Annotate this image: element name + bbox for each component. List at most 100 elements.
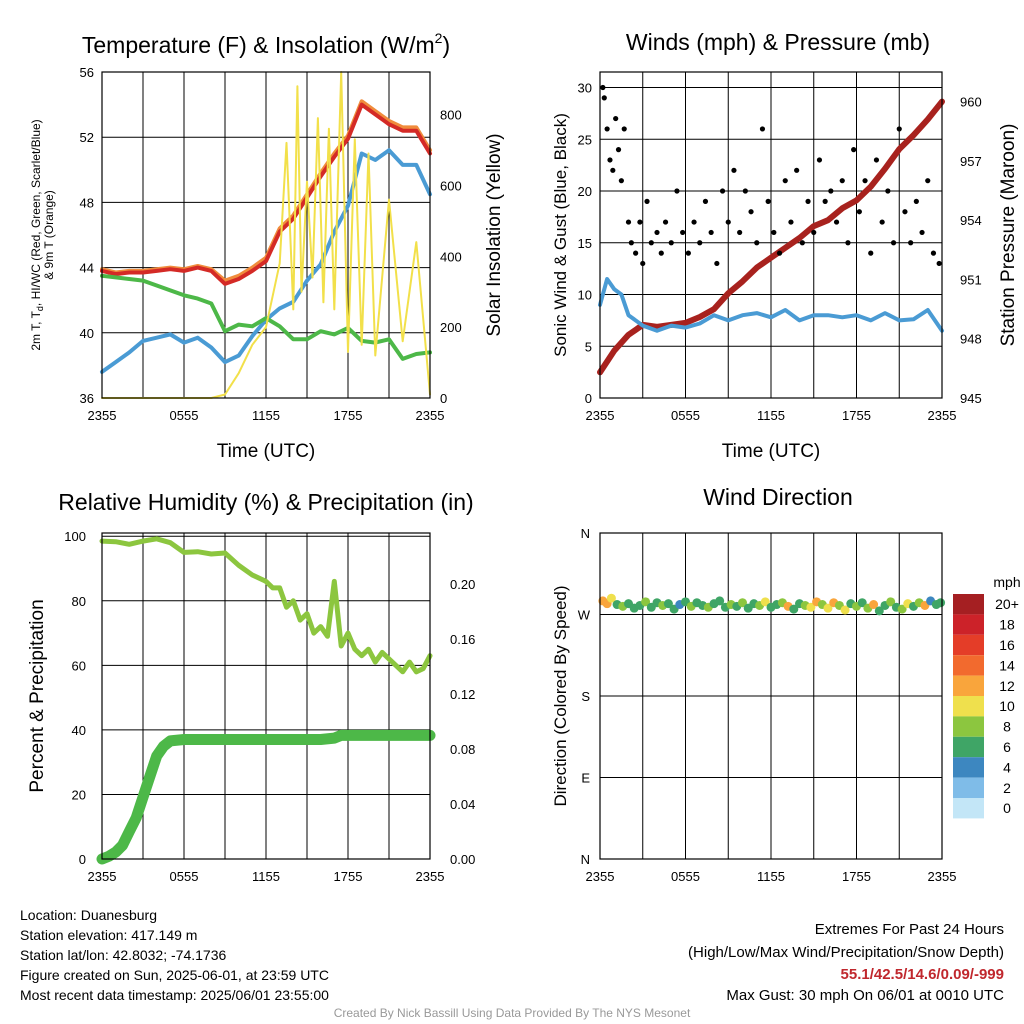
series-line-1 xyxy=(598,277,944,333)
gust-point xyxy=(662,219,669,225)
gust-point xyxy=(628,240,634,246)
x-tick-label: 0555 xyxy=(671,408,700,423)
y2-tick-label: 0.20 xyxy=(450,577,475,592)
legend-swatch xyxy=(953,736,984,758)
gust-point xyxy=(654,229,660,236)
x-tick-label: 2355 xyxy=(88,869,117,884)
direction-point xyxy=(789,604,799,614)
gust-point xyxy=(896,126,902,132)
gust-point xyxy=(600,84,606,91)
gust-point xyxy=(833,219,840,225)
gust-point xyxy=(625,219,632,225)
y2-tick-label: 957 xyxy=(960,154,982,169)
gust-point xyxy=(805,198,811,204)
recent-data-text: Most recent data timestamp: 2025/06/01 2… xyxy=(20,987,329,1003)
gust-point xyxy=(879,219,885,225)
y-tick-label: 100 xyxy=(64,529,86,544)
gust-point xyxy=(908,240,914,246)
y-tick-label: 30 xyxy=(578,81,592,96)
gust-point xyxy=(637,219,643,225)
y-tick-label: 44 xyxy=(80,261,94,276)
gust-point xyxy=(725,219,731,225)
gust-point xyxy=(685,250,691,256)
direction-point xyxy=(886,597,896,607)
gust-point xyxy=(607,157,613,163)
direction-point xyxy=(715,596,725,606)
gust-point xyxy=(719,188,726,194)
x-tick-label: 0555 xyxy=(170,408,199,423)
direction-point xyxy=(897,604,907,614)
title-superscript: 2 xyxy=(435,30,443,46)
legend-swatch xyxy=(953,655,984,676)
x-tick-label: 1155 xyxy=(252,408,280,423)
x-tick-label: 2355 xyxy=(586,408,615,423)
y2-tick-label: 0.12 xyxy=(450,687,475,702)
legend-swatch xyxy=(953,594,984,615)
direction-point xyxy=(760,597,770,607)
gust-point xyxy=(742,188,748,194)
y-tick-label: 60 xyxy=(72,658,86,673)
direction-point xyxy=(738,598,747,608)
legend-swatch xyxy=(953,798,984,819)
gust-point xyxy=(702,198,709,204)
legend-label: 14 xyxy=(999,657,1015,673)
x-tick-label: 2355 xyxy=(928,408,957,423)
gust-point xyxy=(868,250,874,256)
gust-point xyxy=(788,219,794,225)
ylabel-subscript: d xyxy=(35,306,45,311)
gust-point xyxy=(604,126,610,132)
location-text: Location: Duanesburg xyxy=(20,907,157,923)
legend-swatch xyxy=(953,696,984,717)
gust-point xyxy=(668,240,674,246)
y2-tick-label: 0.00 xyxy=(450,852,475,867)
y2-axis-title-group: Station Pressure (Maroon) xyxy=(998,124,1019,347)
chart-title: Relative Humidity (%) & Precipitation (i… xyxy=(58,489,473,515)
direction-point xyxy=(840,605,850,615)
y-tick-label: 40 xyxy=(80,326,94,341)
gust-point xyxy=(885,188,891,194)
gust-point xyxy=(731,167,737,173)
y-axis-title-group: Percent & Precipitation xyxy=(27,599,48,792)
extremes-title: Extremes For Past 24 Hours xyxy=(814,921,1004,938)
x-tick-label: 2355 xyxy=(88,408,117,423)
y-tick-label: 20 xyxy=(72,787,86,802)
legend-swatch xyxy=(953,675,984,696)
gust-point xyxy=(890,240,897,246)
station-info: Location: Duanesburg Station elevation: … xyxy=(20,905,329,1005)
gust-point xyxy=(816,157,823,163)
legend-label: 12 xyxy=(999,678,1015,694)
y2-tick-label: 200 xyxy=(440,320,462,335)
gust-point xyxy=(618,178,624,184)
gust-point xyxy=(856,209,862,215)
gust-point xyxy=(633,250,639,256)
max-gust-text: Max Gust: 30 mph On 06/01 at 0010 UTC xyxy=(726,987,1004,1004)
y2-axis-title-group: Solar Insolation (Yellow) xyxy=(484,133,505,336)
y2-tick-label: 954 xyxy=(960,213,982,228)
y2-tick-label: 800 xyxy=(440,108,462,123)
gust-point xyxy=(737,229,743,236)
direction-point xyxy=(936,598,946,608)
legend-swatch xyxy=(953,777,984,798)
y2-tick-label: 0.08 xyxy=(450,742,475,757)
y-tick-label: 0 xyxy=(585,391,592,406)
direction-point xyxy=(869,600,879,610)
gust-point xyxy=(925,178,931,184)
gust-point xyxy=(822,198,828,204)
y-tick-label: 0 xyxy=(79,852,86,867)
x-tick-label: 1755 xyxy=(334,408,363,423)
plot-frame xyxy=(599,71,943,399)
x-tick-label: 2355 xyxy=(416,869,445,884)
y-tick-label: 40 xyxy=(72,723,86,738)
gust-point xyxy=(794,167,800,173)
y-tick-label: 48 xyxy=(80,195,94,210)
x-tick-label: 1155 xyxy=(757,869,785,884)
title-text: Temperature (F) & Insolation (W/m xyxy=(82,32,435,58)
gust-point xyxy=(601,95,607,101)
gust-point xyxy=(648,240,654,246)
x-tick-label: 2355 xyxy=(416,408,445,423)
gust-point xyxy=(697,240,703,246)
legend-label: 2 xyxy=(1003,780,1011,796)
gust-point xyxy=(615,147,622,153)
legend-title: mph xyxy=(993,574,1020,590)
y-tick-label: 5 xyxy=(585,339,592,354)
